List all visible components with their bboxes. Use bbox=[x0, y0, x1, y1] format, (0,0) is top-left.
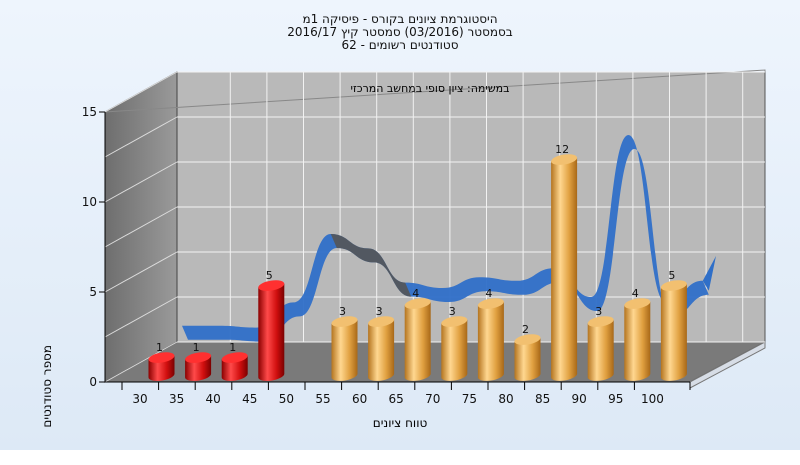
trend-ribbon-tail bbox=[702, 256, 716, 291]
bar-value-label: 5 bbox=[266, 269, 273, 282]
trend-ribbon-shadow bbox=[330, 234, 412, 297]
grid-line-side bbox=[104, 296, 178, 338]
bar-value-label: 12 bbox=[555, 143, 569, 156]
chart-title: היסטוגרמת ציונים בקורס - פיסיקה 1מ bbox=[302, 12, 498, 26]
x-tick-label: 65 bbox=[389, 392, 404, 406]
bar-cap bbox=[477, 298, 504, 309]
bar-65: 4 bbox=[404, 287, 431, 381]
bar-body bbox=[441, 319, 468, 381]
bar-value-label: 4 bbox=[632, 287, 639, 300]
y-tick-label: 10 bbox=[82, 195, 97, 209]
bar-body bbox=[404, 301, 431, 381]
bar-45: 5 bbox=[258, 269, 285, 381]
bar-value-label: 3 bbox=[449, 305, 456, 318]
bar-cap bbox=[258, 280, 285, 291]
bar-cap bbox=[331, 316, 358, 327]
bar-value-label: 3 bbox=[339, 305, 346, 318]
x-tick-label: 60 bbox=[352, 392, 367, 406]
bar-70: 3 bbox=[441, 305, 468, 381]
bar-cap bbox=[368, 316, 395, 327]
bar-body bbox=[587, 319, 614, 381]
x-tick-label: 55 bbox=[315, 392, 330, 406]
bar-95: 4 bbox=[624, 287, 651, 381]
bar-cap bbox=[660, 280, 687, 291]
y-axis-label: מספר סטודנטים bbox=[40, 345, 54, 428]
bar-cap bbox=[514, 334, 541, 345]
bars: 1 1 1 5 3 3 4 3 4 2 12 3 4 5 bbox=[148, 143, 687, 381]
x-tick-label: 95 bbox=[608, 392, 623, 406]
bar-body bbox=[624, 301, 651, 381]
bar-cap bbox=[587, 316, 614, 327]
chart-annotation: במשימה: ציון סופי במחשב המרכזי bbox=[350, 82, 510, 95]
x-tick-label: 85 bbox=[535, 392, 550, 406]
chart-stage: היסטוגרמת ציונים בקורס - פיסיקה 1מ בסמסט… bbox=[0, 0, 800, 450]
bar-cap bbox=[551, 154, 578, 165]
bar-body bbox=[514, 337, 541, 381]
bar-value-label: 3 bbox=[595, 305, 602, 318]
x-tick-label: 75 bbox=[462, 392, 477, 406]
grid-line-side bbox=[104, 71, 178, 113]
bar-100: 5 bbox=[660, 269, 687, 381]
bar-value-label: 1 bbox=[229, 341, 236, 354]
bar-value-label: 2 bbox=[522, 323, 529, 336]
bar-cap bbox=[221, 352, 248, 363]
x-tick-label: 90 bbox=[572, 392, 587, 406]
grid-line-side bbox=[104, 161, 178, 203]
bar-body bbox=[331, 319, 358, 381]
x-tick-label: 80 bbox=[498, 392, 513, 406]
bar-75: 4 bbox=[477, 287, 504, 381]
grid-line-side bbox=[104, 341, 178, 383]
bar-cap bbox=[624, 298, 651, 309]
grid-line-side bbox=[104, 206, 178, 248]
bar-value-label: 4 bbox=[485, 287, 492, 300]
grid-line-side bbox=[104, 116, 178, 158]
bar-body bbox=[368, 319, 395, 381]
x-tick-label: 45 bbox=[242, 392, 257, 406]
bar-80: 2 bbox=[514, 323, 541, 381]
bar-40: 1 bbox=[221, 341, 248, 381]
bar-60: 3 bbox=[368, 305, 395, 381]
bar-body bbox=[551, 157, 578, 381]
bar-85: 12 bbox=[551, 143, 578, 381]
bar-value-label: 3 bbox=[376, 305, 383, 318]
x-axis-label: טווח ציונים bbox=[372, 416, 428, 430]
bar-body bbox=[258, 283, 285, 381]
x-tick-label: 50 bbox=[279, 392, 294, 406]
bar-cap bbox=[148, 352, 175, 363]
x-tick-label: 30 bbox=[132, 392, 147, 406]
bar-55: 3 bbox=[331, 305, 358, 381]
bar-value-label: 1 bbox=[193, 341, 200, 354]
bar-cap bbox=[185, 352, 212, 363]
x-tick-label: 100 bbox=[641, 392, 664, 406]
grid-line-side bbox=[104, 251, 178, 293]
y-tick-label: 15 bbox=[82, 105, 97, 119]
x-tick-label: 35 bbox=[169, 392, 184, 406]
x-tick-label: 70 bbox=[425, 392, 440, 406]
y-tick-label: 5 bbox=[89, 285, 97, 299]
chart-subtitle-1: בסמסטר (03/2016) סמסטר קיץ 2016/17 bbox=[287, 25, 513, 39]
bar-body bbox=[477, 301, 504, 381]
bar-35: 1 bbox=[185, 341, 212, 381]
bar-cap bbox=[404, 298, 431, 309]
bar-cap bbox=[441, 316, 468, 327]
x-tick-label: 40 bbox=[206, 392, 221, 406]
bar-30: 1 bbox=[148, 341, 175, 381]
bar-90: 3 bbox=[587, 305, 614, 381]
chart-subtitle-2: סטודנטים רשומים - 62 bbox=[341, 38, 459, 52]
bar-value-label: 5 bbox=[668, 269, 675, 282]
bar-body bbox=[660, 283, 687, 381]
bar-value-label: 1 bbox=[156, 341, 163, 354]
bar-value-label: 4 bbox=[412, 287, 419, 300]
y-tick-label: 0 bbox=[89, 375, 97, 389]
